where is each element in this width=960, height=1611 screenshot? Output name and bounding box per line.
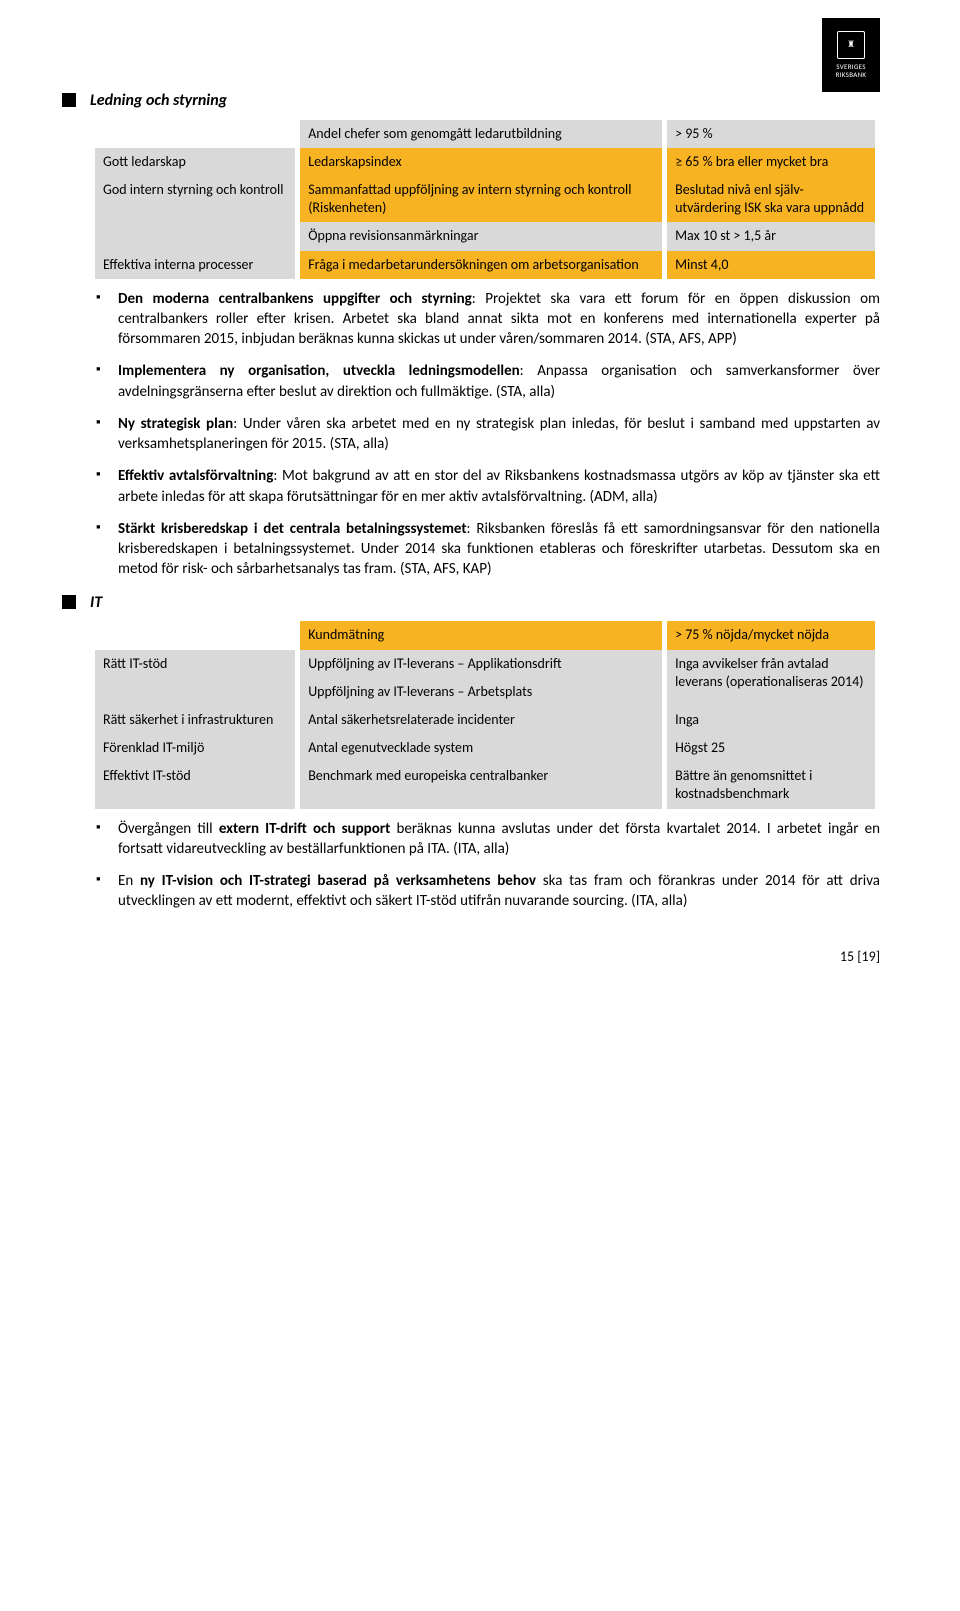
kpi-measure: Uppföljning av IT-leverans – Arbetsplats: [300, 678, 662, 706]
table-row: God intern styrning och kontrollSammanfa…: [95, 176, 875, 222]
table-row: Effektivt IT-stödBenchmark med europeisk…: [95, 762, 875, 808]
kpi-measure: Sammanfattad uppföljning av intern styrn…: [300, 176, 662, 222]
kpi-target: Bättre än genomsnittet i kostnadsbenchma…: [667, 762, 875, 808]
logo-text-line2: RIKSBANK: [836, 71, 867, 79]
list-item: Effektiv avtalsförvaltning: Mot bakgrund…: [118, 466, 880, 507]
kpi-target: Beslutad nivå enl själv-utvärdering ISK …: [667, 176, 875, 222]
kpi-row-label: Förenklad IT-miljö: [95, 734, 295, 762]
list-item: En ny IT-vision och IT-strategi baserad …: [118, 871, 880, 912]
kpi-table-it: Kundmätning> 75 % nöjda/mycket nöjdaRätt…: [90, 621, 880, 808]
kpi-row-label: Effektivt IT-stöd: [95, 762, 295, 808]
list-item: Den moderna centralbankens uppgifter och…: [118, 289, 880, 350]
list-item: Stärkt krisberedskap i det centrala beta…: [118, 519, 880, 580]
kpi-target: Inga avvikelser från avtalad leverans (o…: [667, 650, 875, 706]
list-item-bold: ny IT-vision och IT-strategi baserad på …: [140, 872, 536, 890]
list-item-bold: Stärkt krisberedskap i det centrala beta…: [118, 520, 467, 538]
kpi-target: Inga: [667, 706, 875, 734]
page-number: 15 [19]: [90, 948, 880, 967]
table-row: Förenklad IT-miljöAntal egenutvecklade s…: [95, 734, 875, 762]
kpi-measure: Benchmark med europeiska centralbanker: [300, 762, 662, 808]
kpi-row-label: Effektiva interna processer: [95, 251, 295, 279]
kpi-measure: Antal egenutvecklade system: [300, 734, 662, 762]
bullet-list-ledning: Den moderna centralbankens uppgifter och…: [90, 289, 880, 580]
kpi-measure: Öppna revisionsanmärkningar: [300, 222, 662, 250]
kpi-target: > 75 % nöjda/mycket nöjda: [667, 621, 875, 649]
list-item-bold: Implementera ny organisation, utveckla l…: [118, 362, 520, 380]
kpi-measure: Antal säkerhetsrelaterade incidenter: [300, 706, 662, 734]
list-item-bold: Ny strategisk plan: [118, 415, 233, 433]
kpi-row-label: [95, 120, 295, 148]
list-item-bold: Den moderna centralbankens uppgifter och…: [118, 290, 472, 308]
square-bullet-icon: [62, 93, 76, 107]
section-ledning-header: Ledning och styrning: [90, 90, 880, 112]
kpi-target: Högst 25: [667, 734, 875, 762]
kpi-table-ledning: Andel chefer som genomgått ledarutbildni…: [90, 120, 880, 279]
bullet-list-it: Övergången till extern IT-drift och supp…: [90, 819, 880, 912]
list-item: Övergången till extern IT-drift och supp…: [118, 819, 880, 860]
list-item-pre: Övergången till: [118, 820, 219, 838]
kpi-target: > 95 %: [667, 120, 875, 148]
kpi-measure: Fråga i medarbetarundersökningen om arbe…: [300, 251, 662, 279]
list-item-pre: En: [118, 872, 140, 890]
kpi-target: ≥ 65 % bra eller mycket bra: [667, 148, 875, 176]
riksbank-logo: ♜ SVERIGES RIKSBANK: [822, 18, 880, 92]
square-bullet-icon: [62, 595, 76, 609]
logo-crest-icon: ♜: [837, 31, 865, 59]
table-row: Kundmätning> 75 % nöjda/mycket nöjda: [95, 621, 875, 649]
kpi-row-label: Rätt säkerhet i infrastrukturen: [95, 706, 295, 734]
list-item: Implementera ny organisation, utveckla l…: [118, 361, 880, 402]
list-item: Ny strategisk plan: Under våren ska arbe…: [118, 414, 880, 455]
table-row: Rätt säkerhet i infrastrukturenAntal säk…: [95, 706, 875, 734]
table-row: Effektiva interna processerFråga i medar…: [95, 251, 875, 279]
kpi-target: Max 10 st > 1,5 år: [667, 222, 875, 250]
list-item-rest: : Under våren ska arbetet med en ny stra…: [118, 415, 880, 453]
list-item-bold: extern IT-drift och support: [219, 820, 390, 838]
kpi-measure: Uppföljning av IT-leverans – Applikation…: [300, 650, 662, 678]
list-item-bold: Effektiv avtalsförvaltning: [118, 467, 273, 485]
table-row: Rätt IT-stödUppföljning av IT-leverans –…: [95, 650, 875, 678]
table-row: Gott ledarskapLedarskapsindex≥ 65 % bra …: [95, 148, 875, 176]
kpi-measure: Ledarskapsindex: [300, 148, 662, 176]
kpi-row-label: [95, 621, 295, 649]
table-row: Andel chefer som genomgått ledarutbildni…: [95, 120, 875, 148]
kpi-row-label: God intern styrning och kontroll: [95, 176, 295, 251]
section-it-header: IT: [90, 592, 880, 614]
section-title-ledning: Ledning och styrning: [90, 90, 227, 112]
kpi-measure: Kundmätning: [300, 621, 662, 649]
kpi-target: Minst 4,0: [667, 251, 875, 279]
kpi-measure: Andel chefer som genomgått ledarutbildni…: [300, 120, 662, 148]
kpi-row-label: Gott ledarskap: [95, 148, 295, 176]
section-title-it: IT: [90, 592, 102, 614]
kpi-row-label: Rätt IT-stöd: [95, 650, 295, 706]
